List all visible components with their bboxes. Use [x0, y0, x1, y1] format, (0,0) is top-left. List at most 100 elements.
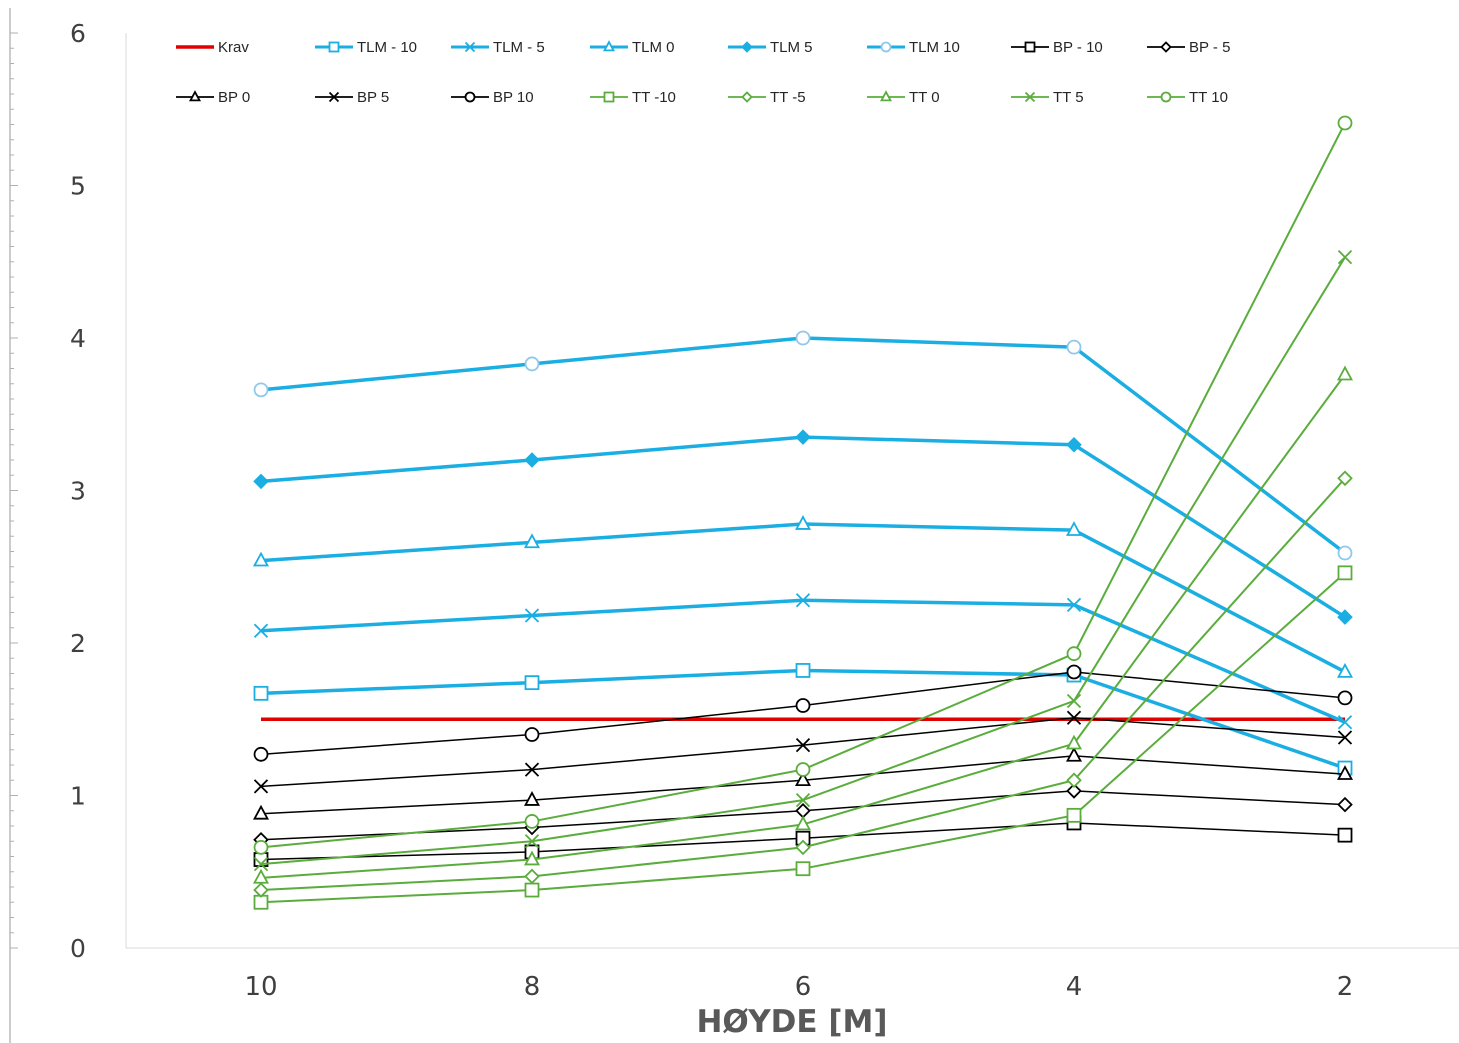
data-point-tt-5: [795, 792, 811, 808]
data-point-tt-10: [1337, 565, 1353, 581]
data-point-bp-0: [794, 771, 812, 787]
x-tick-label: 10: [244, 972, 277, 1002]
data-point-tlm-0: [1336, 662, 1354, 678]
legend-item-tlm-5: TLM - 5: [451, 39, 545, 56]
data-point-bp-10: [1337, 690, 1353, 706]
series-bp-0: [252, 746, 1354, 820]
data-point-bp-5: [524, 762, 540, 777]
data-point-tt-0: [1336, 365, 1354, 381]
data-point-tlm-0: [252, 551, 270, 567]
legend-item-tt-10: TT 10: [1147, 89, 1228, 106]
series-tlm-10: [253, 330, 1353, 561]
legend-swatch-marker: [328, 41, 340, 53]
legend-swatch-marker: [880, 41, 892, 53]
chart-frame: [9, 8, 1459, 1043]
legend-item-tlm-0: TLM 0: [590, 39, 675, 56]
data-point-tt-10: [524, 882, 540, 898]
series-tlm-5: [253, 429, 1353, 625]
data-point-bp-10: [524, 727, 540, 742]
data-point-tt-5: [1337, 470, 1353, 487]
x-tick-label: 2: [1337, 972, 1354, 1002]
legend-label: TT -5: [770, 89, 806, 106]
legend-swatch-marker: [1024, 41, 1036, 53]
data-point-tlm-5: [1337, 715, 1353, 730]
legend-item-bp-10: BP 10: [451, 89, 534, 106]
y-tick-label: 0: [70, 934, 86, 963]
data-point-tt-10: [795, 861, 811, 877]
legend-label: BP 0: [218, 89, 250, 106]
legend-label: BP 10: [493, 89, 534, 106]
series-tlm-0: [252, 515, 1354, 678]
legend-item-tlm-5: TLM 5: [728, 39, 813, 56]
legend-swatch-marker: [1160, 41, 1172, 53]
legend-swatch-marker: [879, 90, 893, 102]
data-point-tlm-5: [253, 623, 269, 638]
legend-label: TT 10: [1189, 89, 1228, 106]
data-point-tt-0: [523, 850, 541, 866]
legend-label: BP - 5: [1189, 39, 1230, 56]
data-point-tt-5: [1066, 693, 1082, 709]
legend-label: Krav: [218, 39, 249, 56]
legend-label: TLM 0: [632, 39, 675, 56]
data-point-tt-0: [252, 868, 270, 884]
legend-label: TT -10: [632, 89, 676, 106]
legend-label: TLM 5: [770, 39, 813, 56]
legend-swatch-marker: [603, 91, 615, 103]
y-tick-label: 1: [70, 782, 86, 811]
series-line-tt-0: [260, 374, 1346, 879]
data-point-bp-10: [795, 698, 811, 713]
data-point-tlm-10: [253, 382, 269, 398]
data-point-bp-10: [253, 746, 269, 762]
legend-swatch-marker: [741, 91, 753, 103]
x-axis-title: HØYDE [M]: [696, 1004, 887, 1040]
series-tt-10: [253, 115, 1353, 855]
data-point-tt-5: [1066, 772, 1082, 789]
data-point-tt-10: [795, 762, 811, 777]
data-point-tlm-5: [1066, 436, 1082, 453]
data-point-tt-5: [1337, 250, 1353, 265]
x-axis-ticks: 10 8 6 4 2: [244, 972, 1353, 1002]
data-point-bp-5: [1066, 783, 1082, 799]
data-point-tt-10: [1066, 807, 1082, 823]
y-tick-label: 2: [70, 629, 86, 658]
legend-item-krav: Krav: [176, 39, 249, 56]
legend-item-tt-5: TT -5: [728, 89, 806, 106]
data-point-bp-5: [253, 779, 269, 794]
data-point-tlm-5: [1066, 597, 1082, 613]
legend-swatch-marker: [464, 41, 476, 53]
series-tt-5: [253, 470, 1353, 898]
y-axis-ticks: 0 1 2 3 4 5 6: [70, 19, 86, 963]
data-point-bp-0: [1065, 746, 1083, 762]
series-tt-0: [252, 365, 1354, 884]
legend-label: TLM - 10: [357, 39, 417, 56]
data-point-bp-10: [1337, 827, 1353, 843]
data-point-bp-5: [795, 802, 811, 819]
y-tick-label: 5: [70, 172, 86, 201]
data-point-tlm-10: [524, 675, 540, 691]
legend-item-tlm-10: TLM 10: [867, 39, 960, 56]
data-point-bp-0: [523, 791, 541, 806]
legend-item-tt-10: TT -10: [590, 89, 676, 106]
legend-swatch-marker: [741, 41, 753, 53]
data-point-tlm-0: [523, 533, 541, 549]
series-bp-5: [253, 710, 1353, 794]
legend-label: TLM - 5: [493, 39, 545, 56]
legend-item-bp-0: BP 0: [176, 89, 250, 106]
legend-swatch-marker: [188, 90, 202, 102]
data-point-tlm-10: [1066, 339, 1082, 355]
legend-swatch-marker: [1160, 91, 1172, 103]
data-point-tt-10: [253, 839, 269, 855]
data-point-tlm-10: [795, 330, 811, 346]
data-point-bp-5: [1337, 730, 1353, 745]
legend-swatch-marker: [602, 40, 616, 52]
x-tick-label: 4: [1066, 972, 1083, 1002]
data-point-tlm-10: [524, 356, 540, 372]
data-point-bp-5: [1337, 796, 1353, 813]
series-line-tlm-0: [260, 522, 1346, 674]
data-point-tlm-10: [1337, 545, 1353, 561]
data-point-tlm-0: [1065, 521, 1083, 536]
legend-swatch-marker: [328, 91, 340, 103]
legend-label: BP 5: [357, 89, 389, 106]
